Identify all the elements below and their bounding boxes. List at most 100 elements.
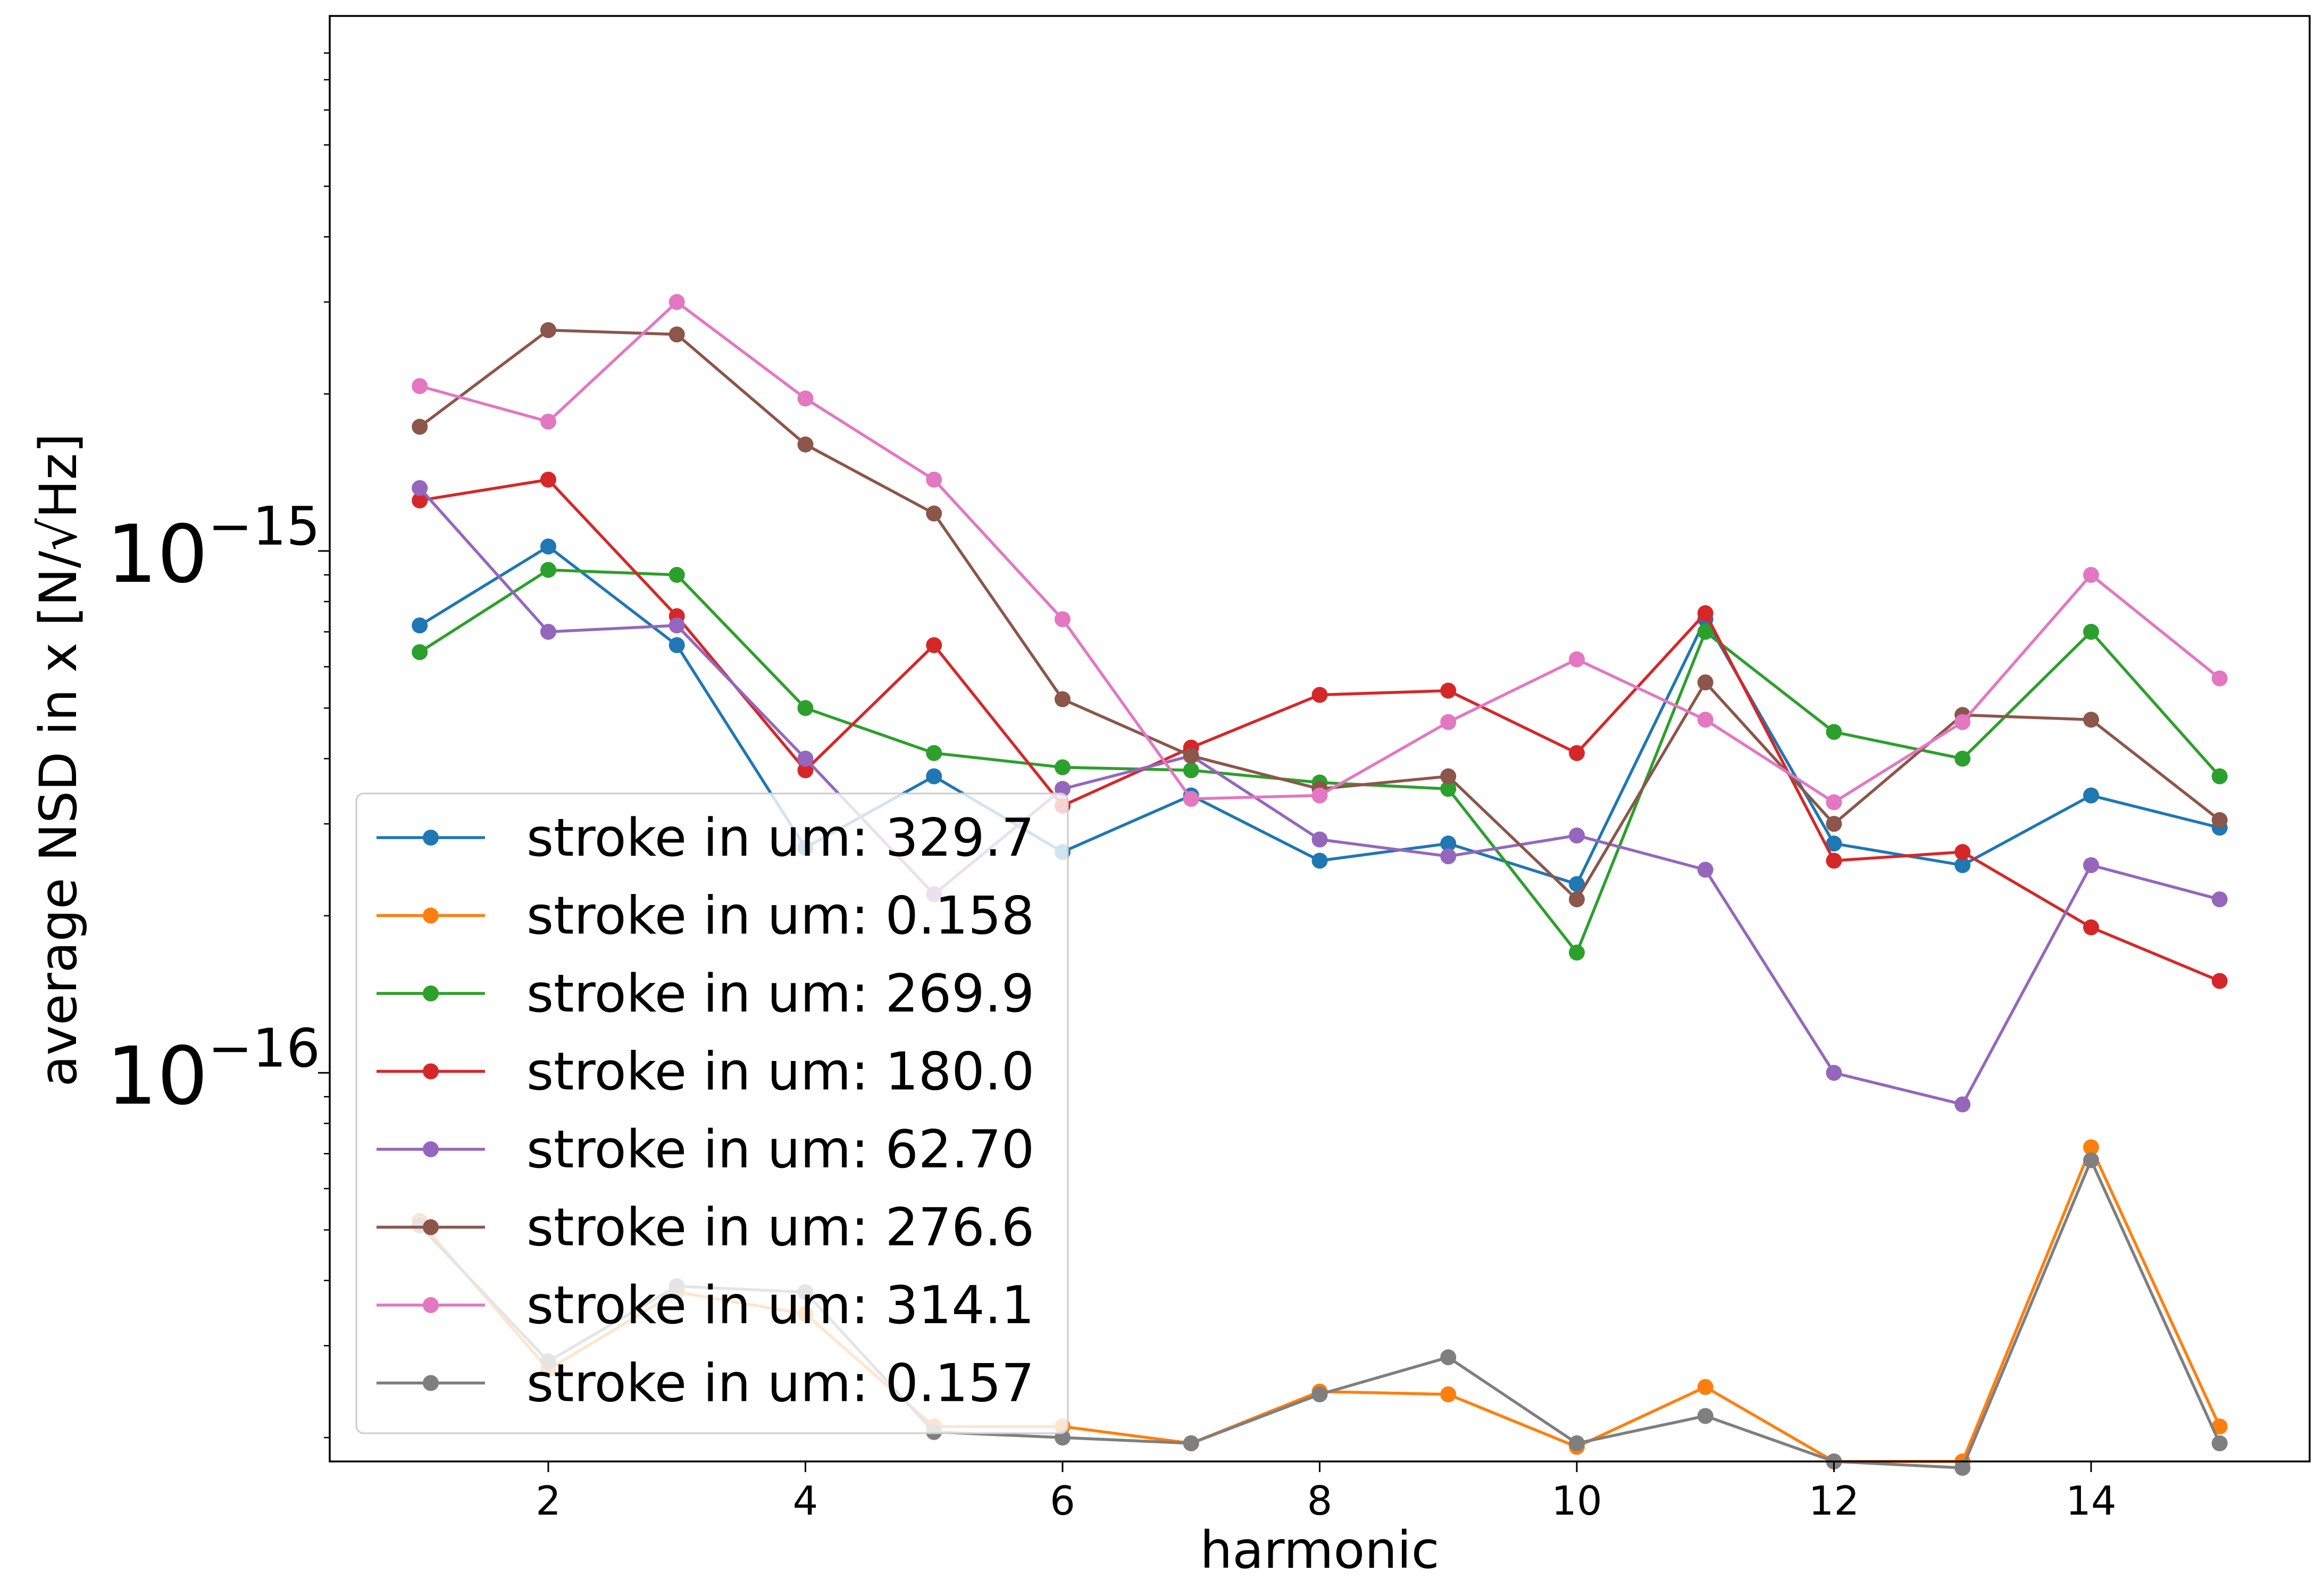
legend-box [355,792,1069,1434]
data-point [1697,712,1713,728]
data-point [2083,1152,2100,1168]
data-point [926,505,942,522]
data-point [1311,687,1328,703]
legend-label: stroke in um: 329.7 [526,808,1034,868]
data-point [540,413,556,430]
data-point [1697,1379,1713,1396]
data-point [412,617,428,634]
data-point [1311,787,1328,804]
data-point [1826,853,1842,869]
data-point [1440,835,1457,852]
x-tick-label: 14 [2066,1477,2116,1524]
data-point [2083,624,2100,640]
data-point [668,637,685,654]
data-point [1697,605,1713,621]
data-point [1954,857,1971,873]
legend: stroke in um: 329.7 stroke in um: 0.158 st… [355,792,1069,1434]
data-point [2211,670,2228,687]
legend-label: stroke in um: 0.158 [526,886,1034,947]
legend-item: stroke in um: 314.1 [377,1275,1034,1336]
legend-swatch-marker [423,1297,439,1313]
data-point [668,294,685,310]
data-point [1569,876,1585,892]
data-point [2083,712,2100,728]
series-5 [412,480,2228,1113]
data-point [1569,827,1585,843]
data-point [412,378,428,395]
data-point [540,624,556,640]
legend-swatch-marker [423,830,439,846]
data-point [797,762,814,779]
data-point [1826,724,1842,740]
data-point [412,492,428,508]
data-point [668,617,685,634]
data-point [668,326,685,342]
y-axis: 10−15 10−16 [106,52,330,1439]
data-point [1569,945,1585,961]
data-point [1054,611,1071,628]
data-point [797,700,814,716]
data-point [1697,624,1713,640]
data-point [668,566,685,583]
data-point [926,745,942,761]
data-point [2211,973,2228,989]
legend-label: stroke in um: 269.9 [526,964,1034,1024]
data-point [1826,835,1842,852]
x-tick-label: 10 [1551,1477,1602,1524]
legend-item: stroke in um: 276.6 [377,1198,1034,1258]
data-point [926,637,942,654]
legend-swatch-marker [423,1375,439,1391]
data-point [1826,816,1842,832]
data-point [412,419,428,435]
data-point [2083,787,2100,804]
data-point [2211,891,2228,908]
data-point [1311,1386,1328,1402]
data-point [540,538,556,555]
legend-swatch-marker [423,1219,439,1235]
data-point [1183,762,1199,779]
legend-swatch-marker [423,1063,439,1080]
data-point [540,322,556,338]
data-point [1569,745,1585,761]
series-7 [412,294,2228,810]
data-point [797,750,814,767]
data-point [2083,919,2100,935]
x-tick-label: 6 [1050,1477,1075,1524]
data-point [2211,1418,2228,1435]
data-point [1954,1460,1971,1476]
data-point [1954,843,1971,860]
data-point [2211,1435,2228,1451]
data-point [1954,714,1971,730]
data-point [1697,674,1713,691]
legend-label: stroke in um: 314.1 [526,1275,1034,1336]
legend-item: stroke in um: 62.70 [377,1119,1034,1180]
data-point [1311,831,1328,848]
legend-item: stroke in um: 269.9 [377,964,1034,1024]
legend-label: stroke in um: 0.157 [526,1353,1034,1414]
data-point [2083,566,2100,583]
y-tick-label: 10−15 [106,495,320,601]
data-point [2211,768,2228,784]
legend-item: stroke in um: 329.7 [377,808,1034,868]
data-point [797,436,814,453]
x-tick-label: 2 [536,1477,561,1524]
legend-swatch-marker [423,907,439,924]
data-point [1826,794,1842,810]
data-point [1954,750,1971,767]
data-point [540,562,556,578]
data-point [1954,1096,1971,1113]
data-point [1311,853,1328,869]
data-point [1826,1065,1842,1081]
x-axis: 2 4 6 8 10 12 14 [536,1461,2117,1524]
y-tick-label: 10−16 [106,1017,320,1123]
data-point [2083,1139,2100,1156]
legend-item: stroke in um: 0.158 [377,886,1034,947]
data-point [1440,1386,1457,1402]
data-point [1697,862,1713,878]
legend-label: stroke in um: 180.0 [526,1042,1034,1102]
legend-label: stroke in um: 62.70 [526,1119,1034,1180]
data-point [926,768,942,784]
data-point [1183,748,1199,764]
data-point [1054,759,1071,775]
